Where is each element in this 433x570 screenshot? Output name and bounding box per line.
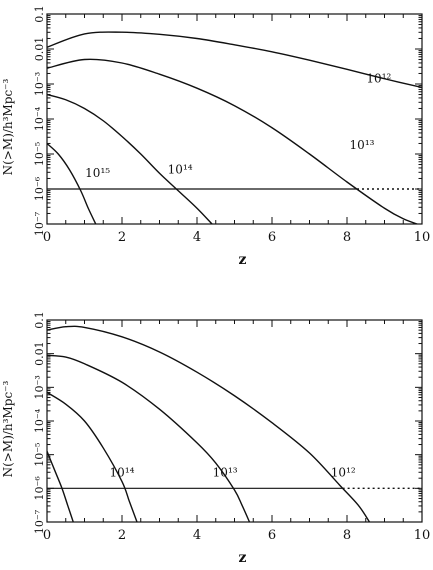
x-axis-label: z: [239, 550, 247, 566]
series-line-4: [47, 142, 97, 224]
series-label: 10¹²: [366, 71, 391, 85]
x-tick-label: 10: [414, 528, 431, 543]
series-line-1: [47, 325, 371, 522]
series-label: 10¹²: [331, 466, 356, 480]
x-tick-label: 10: [414, 230, 431, 245]
x-tick-label: 4: [193, 230, 201, 245]
x-tick-label: 4: [193, 528, 201, 543]
y-tick-label: 10⁻⁷: [33, 211, 46, 236]
series-line-3: [47, 391, 138, 522]
plot-frame: [46, 319, 423, 523]
y-tick-label: 10⁻⁴: [33, 106, 46, 131]
chart-panel-1: 0 2 4 6 8 10 10⁻⁷ 10⁻⁶ 10⁻⁵ 10⁻⁴ 10⁻³ 0.01 0.1 z N(>M)…: [1, 5, 430, 268]
series-label: 10¹⁵: [85, 166, 110, 180]
y-axis-label: N(>M)/h³Mpc⁻³: [1, 381, 15, 478]
y-tick-label: 0.1: [33, 5, 46, 23]
y-tick-label: 10⁻⁵: [33, 142, 46, 166]
series-label: 10¹⁴: [110, 466, 135, 480]
x-tick-label: 8: [343, 528, 351, 543]
series-line-2: [47, 58, 420, 224]
y-tick-label: 10⁻⁶: [33, 176, 46, 201]
series-line-2: [47, 354, 251, 522]
x-tick-label: 0: [43, 528, 51, 543]
x-axis-label: z: [239, 252, 247, 268]
series-label: 10¹⁴: [168, 162, 193, 176]
y-axis-label: N(>M)/h³Mpc⁻³: [1, 79, 15, 176]
x-tick-label: 2: [118, 528, 126, 543]
chart-panel-2: 0 2 4 6 8 10 10⁻⁷ 10⁻⁶ 10⁻⁵ 10⁻⁴ 10⁻³ 0.01 0.1 z N(>M)…: [1, 311, 430, 566]
series-line-1: [47, 31, 422, 89]
x-tick-label: 6: [268, 230, 276, 245]
y-tick-label: 0.01: [33, 341, 46, 366]
x-tick-label: 2: [118, 230, 126, 245]
series-line-3: [47, 93, 213, 224]
y-tick-label: 10⁻⁶: [33, 476, 46, 501]
series-line-4: [47, 451, 74, 522]
x-tick-label: 0: [43, 230, 51, 245]
y-tick-label: 10⁻⁷: [33, 509, 46, 534]
x-tick-label: 8: [343, 230, 351, 245]
y-tick-label: 0.1: [33, 311, 46, 329]
y-tick-label: 0.01: [33, 37, 46, 62]
y-tick-label: 10⁻³: [33, 375, 46, 399]
series-label: 10¹³: [213, 466, 238, 480]
y-tick-label: 10⁻⁵: [33, 443, 46, 467]
y-tick-label: 10⁻³: [33, 72, 46, 96]
x-tick-label: 6: [268, 528, 276, 543]
y-tick-label: 10⁻⁴: [33, 408, 46, 433]
series-label: 10¹³: [350, 138, 375, 152]
